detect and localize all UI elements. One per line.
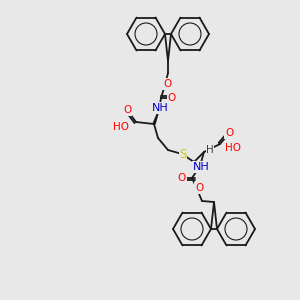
Text: O: O bbox=[195, 183, 203, 193]
Text: O: O bbox=[163, 79, 171, 89]
Text: H: H bbox=[206, 145, 214, 155]
Text: O: O bbox=[178, 173, 186, 183]
Text: NH: NH bbox=[193, 162, 209, 172]
Text: HO: HO bbox=[225, 143, 241, 153]
Text: O: O bbox=[168, 93, 176, 103]
Text: NH: NH bbox=[152, 103, 168, 113]
Text: S: S bbox=[179, 148, 187, 160]
Polygon shape bbox=[153, 110, 159, 124]
Text: O: O bbox=[123, 105, 131, 115]
Text: O: O bbox=[225, 128, 233, 138]
Text: HO: HO bbox=[113, 122, 129, 132]
